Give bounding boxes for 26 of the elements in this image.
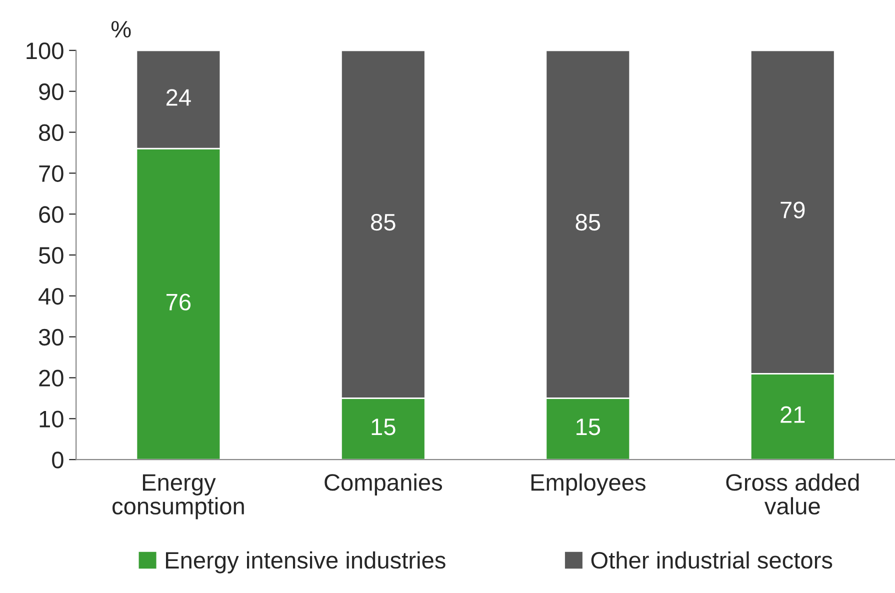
y-tick-label: 40 <box>38 288 64 305</box>
y-tick-label: 80 <box>39 124 64 142</box>
y-tick-label: 60 <box>39 206 64 223</box>
data-label: 21 <box>780 406 805 423</box>
data-label: 85 <box>576 214 600 231</box>
data-label: 15 <box>576 418 600 436</box>
y-tick-label: 10 <box>40 410 64 428</box>
x-tick-label: Companies <box>324 473 442 496</box>
data-label: 85 <box>371 214 396 231</box>
data-label: 24 <box>166 89 191 106</box>
y-tick-label: 70 <box>39 165 64 182</box>
y-axis-title: % <box>111 20 131 38</box>
y-tick-label: 100 <box>26 42 64 60</box>
x-tick-label: Energy consumption <box>112 474 244 520</box>
legend-label: Energy intensive industries <box>166 551 446 574</box>
y-tick-label: 90 <box>39 83 64 100</box>
data-label: 15 <box>372 418 396 436</box>
y-tick-label: 0 <box>52 452 64 468</box>
y-tick-label: 30 <box>38 328 64 346</box>
data-label: 76 <box>166 294 191 310</box>
y-tick-label: 20 <box>39 370 64 387</box>
x-tick-label: Gross added value <box>726 473 859 515</box>
data-label: 79 <box>780 202 805 218</box>
y-tick-label: 50 <box>38 247 64 264</box>
legend-label: Other industrial sectors <box>591 551 832 569</box>
x-tick-label: Employees <box>531 473 646 496</box>
